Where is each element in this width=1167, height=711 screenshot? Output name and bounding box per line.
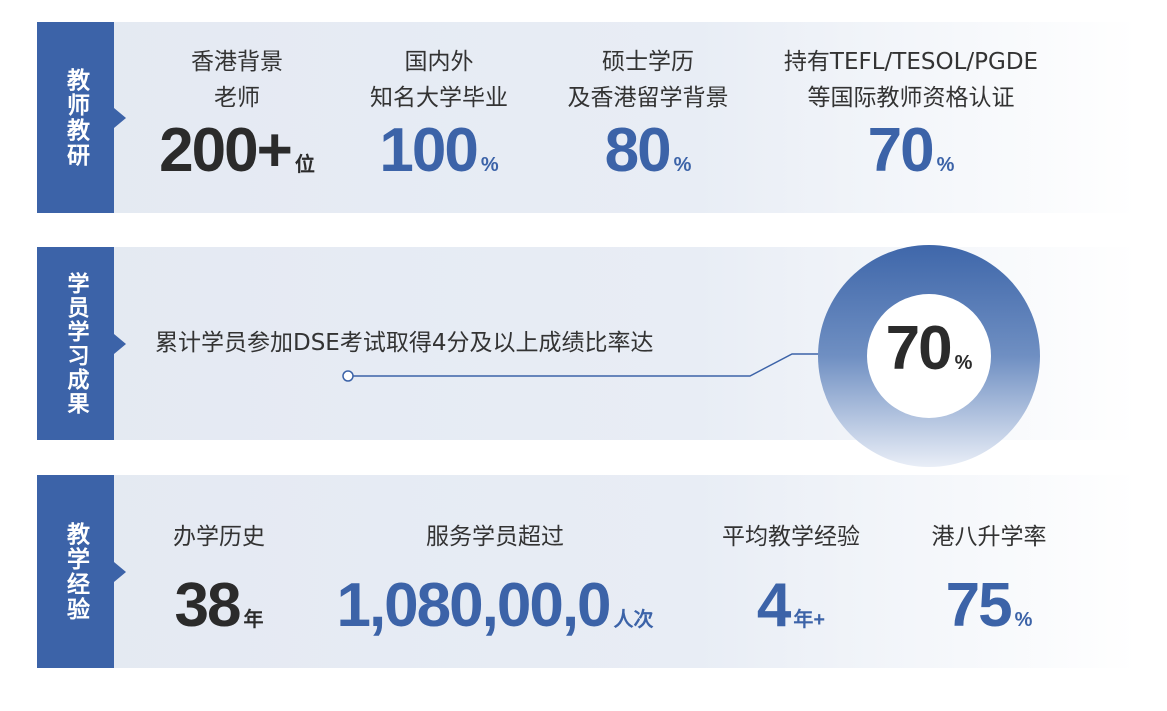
stat-admission-rate: 港八升学率 75% <box>932 519 1047 655</box>
stat-label: 老师 <box>214 85 260 111</box>
stat-value: 38 <box>174 571 242 640</box>
stat-unit: 年+ <box>793 609 826 631</box>
stat-unit: % <box>1014 609 1033 631</box>
stat-value: 4 <box>756 571 792 640</box>
stat-masters: 硕士学历 及香港留学背景 80% <box>568 44 729 200</box>
stat-label: 办学历史 <box>173 524 265 550</box>
stat-label: 国内外 <box>404 49 474 75</box>
stat-value: 1,080,00,0 <box>336 571 611 640</box>
results-text: 累计学员参加DSE考试取得4分及以上成绩比率达 <box>155 330 654 356</box>
stat-label: 硕士学历 <box>602 49 694 75</box>
stat-label: 香港背景 <box>191 49 283 75</box>
stat-history: 办学历史 38 年 <box>173 519 265 655</box>
results-tag: 学员学习成果 <box>37 247 126 440</box>
stat-unit: % <box>936 154 955 176</box>
stat-label: 等国际教师资格认证 <box>807 85 1015 111</box>
stat-label: 服务学员超过 <box>425 524 564 550</box>
stat-unit: % <box>480 154 499 176</box>
stat-unit: 人次 <box>613 609 654 631</box>
stat-university: 国内外 知名大学毕业 100% <box>370 44 508 200</box>
stat-label: 平均教学经验 <box>722 524 860 550</box>
stat-label: 及香港留学背景 <box>567 85 729 111</box>
stat-label: 港八升学率 <box>931 524 1047 550</box>
stat-value: 70 <box>867 116 935 185</box>
stat-label: 持有TEFL/TESOL/PGDE <box>783 49 1039 75</box>
stat-label: 知名大学毕业 <box>370 85 508 111</box>
stat-unit: % <box>673 154 692 176</box>
stat-value: 80 <box>604 116 672 185</box>
stat-avg-experience: 平均教学经验 4 年+ <box>722 519 860 655</box>
stat-certification: 持有TEFL/TESOL/PGDE 等国际教师资格认证 70% <box>784 44 1038 200</box>
results-value: 70 <box>885 314 953 383</box>
stat-value: 75 <box>945 571 1013 640</box>
stat-unit: 位 <box>294 154 315 176</box>
experience-panel: 教学经验 办学历史 38 年 服务学员超过 1,080,00,0 人次 平均教学经验… <box>37 475 1137 668</box>
connector-dot <box>342 370 354 382</box>
stat-unit: 年 <box>243 609 264 631</box>
results-unit: % <box>954 352 973 374</box>
stat-hk-teachers: 香港背景 老师 200+ 位 <box>159 44 315 200</box>
stat-value: 200+ <box>159 116 293 185</box>
teachers-panel: 教师教研 香港背景 老师 200+ 位 国内外 知名大学毕业 100% 硕士学历 … <box>37 22 1137 213</box>
experience-tag: 教学经验 <box>37 475 126 668</box>
connector-line <box>353 353 880 377</box>
teachers-tag: 教师教研 <box>37 22 126 213</box>
stat-value: 100 <box>379 116 478 185</box>
results-ring-center: 70% <box>867 294 991 418</box>
stat-students-served: 服务学员超过 1,080,00,0 人次 <box>336 519 653 655</box>
